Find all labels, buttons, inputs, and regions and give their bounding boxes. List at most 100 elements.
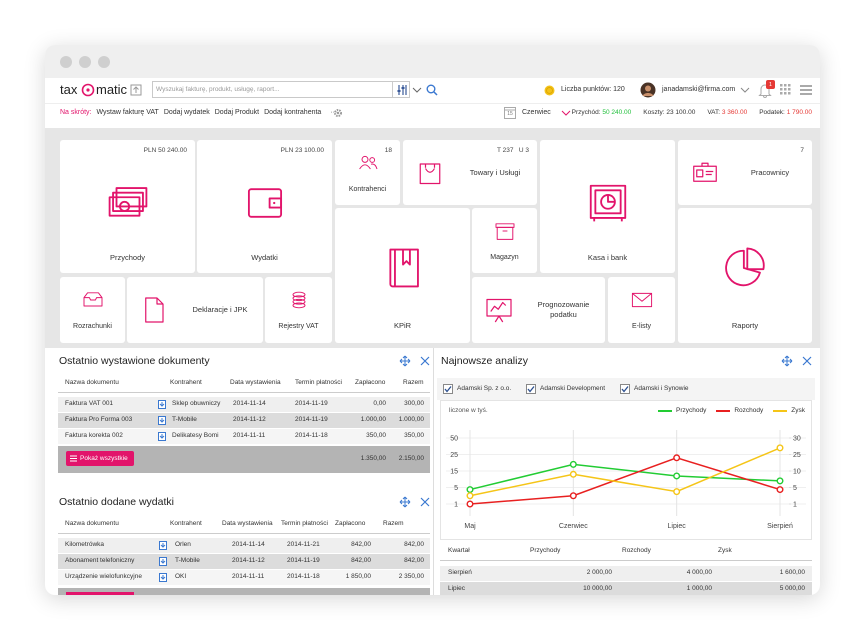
more-link[interactable]: ··· bbox=[330, 109, 338, 116]
icon-shape bbox=[361, 155, 368, 163]
icon-shape bbox=[118, 200, 130, 212]
tile[interactable] bbox=[335, 208, 470, 343]
icon-shape bbox=[780, 88, 783, 91]
table-cell: 842,00 bbox=[404, 541, 424, 548]
tile-icon bbox=[419, 162, 441, 184]
browser-window: tax matic Wyszukaj fakturę, produkt, usług… bbox=[45, 45, 820, 595]
table-row[interactable] bbox=[58, 537, 430, 553]
search-icon[interactable] bbox=[426, 84, 438, 96]
checkbox[interactable] bbox=[620, 384, 630, 394]
dropdown-icon[interactable] bbox=[412, 86, 422, 94]
table-cell: T-Mobile bbox=[172, 416, 197, 423]
tile[interactable] bbox=[472, 208, 537, 273]
filter-label[interactable]: Adamski Sp. z o.o. bbox=[457, 385, 512, 392]
icon-shape bbox=[399, 355, 411, 367]
icon-shape bbox=[420, 356, 430, 366]
icon-shape bbox=[397, 90, 401, 92]
tile-icon bbox=[108, 187, 147, 217]
tile-info: 7 bbox=[800, 147, 804, 154]
summary-item: Koszty: 23 100.00 bbox=[643, 106, 695, 120]
month[interactable]: Czerwiec bbox=[522, 109, 551, 116]
close-icon[interactable] bbox=[420, 356, 430, 366]
icon-shape bbox=[159, 417, 165, 423]
user-email[interactable]: janadamski@firma.com bbox=[662, 86, 736, 93]
filter-icon[interactable] bbox=[396, 84, 408, 96]
tile-label: Towary i Usługi bbox=[469, 167, 521, 177]
table-cell: 2 000,00 bbox=[586, 569, 612, 576]
tile-info: PLN 23 100.00 bbox=[280, 147, 324, 154]
filter-label[interactable]: Adamski i Synowie bbox=[634, 385, 689, 392]
table-row[interactable] bbox=[58, 428, 430, 444]
tile[interactable] bbox=[540, 140, 675, 273]
tile[interactable] bbox=[335, 140, 400, 205]
table-cell: 2014-11-11 bbox=[233, 432, 266, 439]
upload-icon[interactable] bbox=[130, 84, 142, 96]
window-dot bbox=[60, 56, 72, 68]
icon-shape bbox=[334, 109, 342, 117]
icon-shape bbox=[631, 293, 652, 302]
title-bar bbox=[45, 45, 820, 78]
checkbox[interactable] bbox=[443, 384, 453, 394]
document-icon bbox=[158, 415, 166, 425]
tile-label: Kontrahenci bbox=[348, 186, 387, 193]
search-box[interactable] bbox=[152, 81, 410, 98]
icon-shape bbox=[401, 249, 411, 266]
points: Liczba punktów: 120 bbox=[561, 86, 625, 93]
table-cell: Urządzenie wielofunkcyjne bbox=[65, 573, 142, 580]
tile[interactable] bbox=[197, 140, 332, 273]
tile[interactable] bbox=[608, 277, 675, 343]
move-icon[interactable] bbox=[399, 355, 411, 367]
apps-icon[interactable] bbox=[780, 84, 791, 95]
button-label: Pokaż wszystkie bbox=[80, 454, 128, 462]
show-all-button[interactable] bbox=[66, 592, 134, 595]
tile-label: Rejestry VAT bbox=[278, 323, 319, 330]
table-row[interactable] bbox=[440, 581, 812, 595]
tile[interactable] bbox=[678, 140, 812, 205]
shortcut-link[interactable]: Wystaw fakturę VAT bbox=[96, 109, 159, 116]
icon-shape bbox=[746, 247, 765, 271]
tile[interactable] bbox=[127, 277, 263, 343]
icon-shape bbox=[401, 87, 405, 89]
table-row[interactable] bbox=[58, 412, 430, 428]
tile-icon bbox=[388, 248, 419, 288]
column-header: Zapłacono bbox=[355, 379, 386, 386]
notification-count: 1 bbox=[768, 81, 773, 88]
close-icon[interactable] bbox=[420, 497, 430, 507]
tile[interactable] bbox=[60, 277, 125, 343]
tile[interactable] bbox=[472, 277, 605, 343]
dropdown-icon[interactable] bbox=[561, 110, 571, 117]
calendar-icon[interactable] bbox=[504, 106, 516, 119]
tile-label: Wydatki bbox=[251, 253, 278, 262]
tile[interactable] bbox=[265, 277, 332, 343]
tile[interactable] bbox=[403, 140, 537, 205]
table-row[interactable] bbox=[58, 553, 430, 569]
settings-icon[interactable] bbox=[333, 108, 343, 118]
shortcut-link[interactable]: Dodaj wydatek bbox=[163, 109, 210, 116]
icon-shape bbox=[70, 455, 77, 462]
shortcut-link[interactable]: Dodaj kontrahenta bbox=[264, 109, 322, 116]
icon-shape bbox=[784, 92, 787, 95]
checkbox[interactable] bbox=[526, 384, 536, 394]
icon-shape bbox=[388, 248, 419, 288]
show-all-button[interactable] bbox=[66, 451, 134, 466]
table-cell: Orlen bbox=[175, 541, 191, 548]
table-cell: 2014-11-14 bbox=[232, 541, 265, 548]
shortcut-link[interactable]: Dodaj Produkt bbox=[214, 109, 260, 116]
table-row[interactable] bbox=[58, 569, 430, 585]
move-icon[interactable] bbox=[781, 355, 793, 367]
tile[interactable] bbox=[678, 208, 812, 343]
icon-shape bbox=[631, 292, 652, 308]
menu-icon[interactable] bbox=[800, 85, 812, 95]
close-icon[interactable] bbox=[802, 356, 812, 366]
dropdown-icon[interactable] bbox=[740, 87, 750, 94]
filter-label[interactable]: Adamski Development bbox=[540, 385, 606, 392]
summary-label: VAT: bbox=[707, 109, 721, 116]
move-icon[interactable] bbox=[399, 496, 411, 508]
tile-icon bbox=[292, 291, 305, 309]
table-row[interactable] bbox=[440, 565, 812, 581]
icon-shape bbox=[526, 384, 536, 394]
avatar[interactable] bbox=[640, 82, 656, 98]
icon-shape bbox=[701, 162, 709, 166]
table-row[interactable] bbox=[58, 396, 430, 412]
summary-value: 50 240.00 bbox=[602, 109, 632, 116]
